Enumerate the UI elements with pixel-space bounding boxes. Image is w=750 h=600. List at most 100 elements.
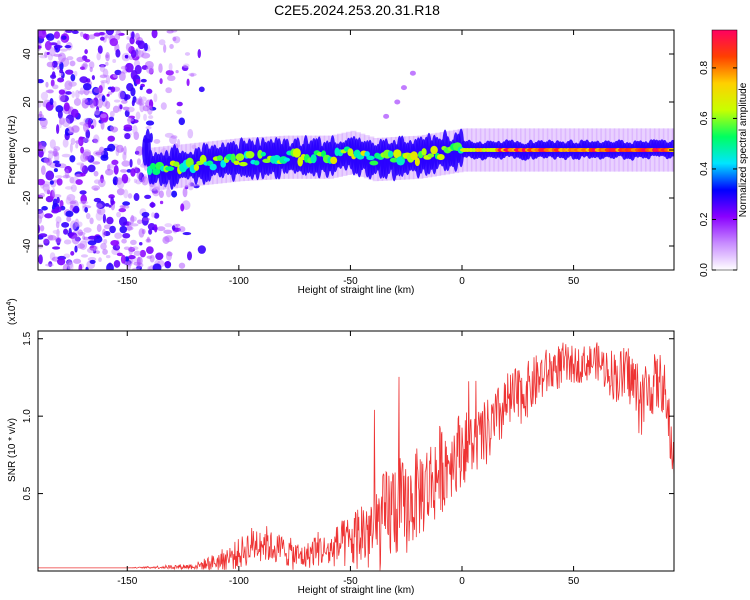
heatmap-cell	[136, 50, 144, 58]
heatmap-cell	[108, 163, 115, 169]
heatmap-cell	[141, 211, 150, 218]
heatmap-cell	[145, 126, 152, 130]
heatmap-cell	[197, 49, 201, 59]
snr-series	[38, 342, 674, 571]
heatmap-cell	[79, 31, 84, 37]
heatmap-cell	[94, 109, 101, 116]
heatmap-cell	[134, 64, 142, 75]
heatmap-cell	[115, 144, 124, 153]
heatmap-cell	[49, 180, 54, 185]
heatmap-cell	[140, 78, 147, 83]
heatmap-cell	[131, 99, 135, 107]
heatmap-cell	[58, 72, 63, 77]
heatmap-cell	[171, 190, 178, 198]
heatmap-cell	[95, 250, 101, 254]
heatmap-cell	[136, 171, 142, 180]
heatmap-cell	[149, 202, 156, 208]
heatmap-cell	[38, 233, 48, 238]
heatmap-cell	[70, 137, 76, 145]
heatmap-cell	[383, 113, 390, 119]
x-tick-label: -150	[117, 576, 137, 587]
heatmap-cell	[105, 168, 114, 176]
heatmap-cell	[83, 137, 90, 143]
heatmap-cell	[139, 249, 146, 258]
heatmap-cell	[59, 69, 64, 74]
heatmap-cell	[132, 125, 138, 136]
heatmap-cell	[96, 224, 102, 233]
colorbar-tick-label: 0.0	[699, 263, 710, 277]
heatmap-cell	[147, 266, 151, 270]
heatmap-cell	[123, 124, 133, 130]
heatmap-cell	[104, 202, 110, 207]
heatmap-cell	[41, 125, 47, 130]
heatmap-cell	[164, 223, 173, 228]
heatmap-cell	[53, 194, 62, 199]
heatmap-cell	[170, 135, 178, 139]
heatmap-cell	[153, 93, 158, 103]
heatmap-cell	[197, 245, 206, 254]
heatmap-cell	[366, 155, 375, 161]
y-tick-label: -20	[22, 190, 33, 205]
heatmap-cell	[137, 40, 146, 50]
heatmap-cell	[93, 134, 100, 144]
heatmap-cell	[146, 88, 153, 94]
heatmap-cell	[64, 44, 72, 49]
heatmap-cell	[82, 83, 92, 91]
heatmap-cell	[53, 100, 57, 108]
heatmap-cell	[137, 219, 143, 225]
heatmap-cell	[118, 208, 127, 213]
heatmap-cell	[76, 56, 85, 63]
heatmap-cell	[78, 263, 83, 270]
snr-xlabel: Height of straight line (km)	[298, 585, 415, 596]
heatmap-cell	[158, 190, 164, 198]
heatmap-cell	[71, 90, 75, 98]
heatmap-cell	[106, 262, 114, 270]
heatmap-cell	[56, 65, 61, 70]
heatmap-cell	[178, 117, 185, 126]
heatmap-cell	[175, 223, 181, 227]
heatmap-cell	[89, 98, 96, 109]
heatmap-cell	[64, 168, 70, 179]
heatmap-cell	[88, 61, 95, 69]
heatmap-cell	[39, 192, 46, 198]
heatmap-cell	[108, 204, 112, 208]
heatmap-cell	[165, 166, 175, 172]
heatmap-cell	[151, 186, 161, 197]
heatmap-cell	[38, 30, 47, 39]
heatmap-cell	[160, 102, 167, 110]
heatmap-cell	[163, 229, 173, 235]
heatmap-cell	[75, 140, 82, 144]
heatmap-cell	[116, 188, 125, 196]
colorbar-tick-label: 0.2	[699, 212, 710, 226]
heatmap-cell	[80, 153, 88, 163]
heatmap-cell	[134, 32, 140, 42]
heatmap-cell	[63, 239, 72, 245]
heatmap-cell	[38, 224, 41, 234]
heatmap-cell	[387, 150, 394, 158]
heatmap-cell	[42, 101, 47, 108]
heatmap-cell	[61, 35, 67, 40]
heatmap-cell	[100, 154, 109, 161]
heatmap-cell	[410, 151, 418, 160]
colorbar-label: Normalized spectral amplitude	[738, 82, 749, 217]
heatmap-cell	[46, 33, 55, 41]
heatmap-cell	[43, 158, 51, 164]
y-tick-label: 0	[22, 147, 33, 153]
heatmap-cell	[106, 93, 110, 97]
y-tick-label: 1.5	[22, 331, 33, 345]
heatmap-cell	[64, 128, 70, 136]
heatmap-cell	[106, 216, 114, 225]
heatmap-cell	[169, 44, 174, 49]
heatmap-cell	[131, 31, 135, 40]
y-tick-label: 20	[22, 96, 33, 108]
spectrogram-panel: -150 -100 -50 0 50 -40 -20 0 20 40 Height of stra…	[7, 29, 675, 296]
heatmap-cell	[113, 165, 119, 175]
heatmap-cell	[176, 109, 182, 115]
heatmap-cell	[86, 247, 96, 254]
colorbar-ticks: 0.0 0.2 0.4 0.6 0.8	[699, 61, 737, 277]
heatmap-cell	[168, 63, 173, 71]
heatmap-cell	[189, 182, 195, 187]
heatmap-cell	[113, 99, 121, 103]
heatmap-cell	[138, 241, 143, 246]
heatmap-cell	[72, 205, 80, 214]
